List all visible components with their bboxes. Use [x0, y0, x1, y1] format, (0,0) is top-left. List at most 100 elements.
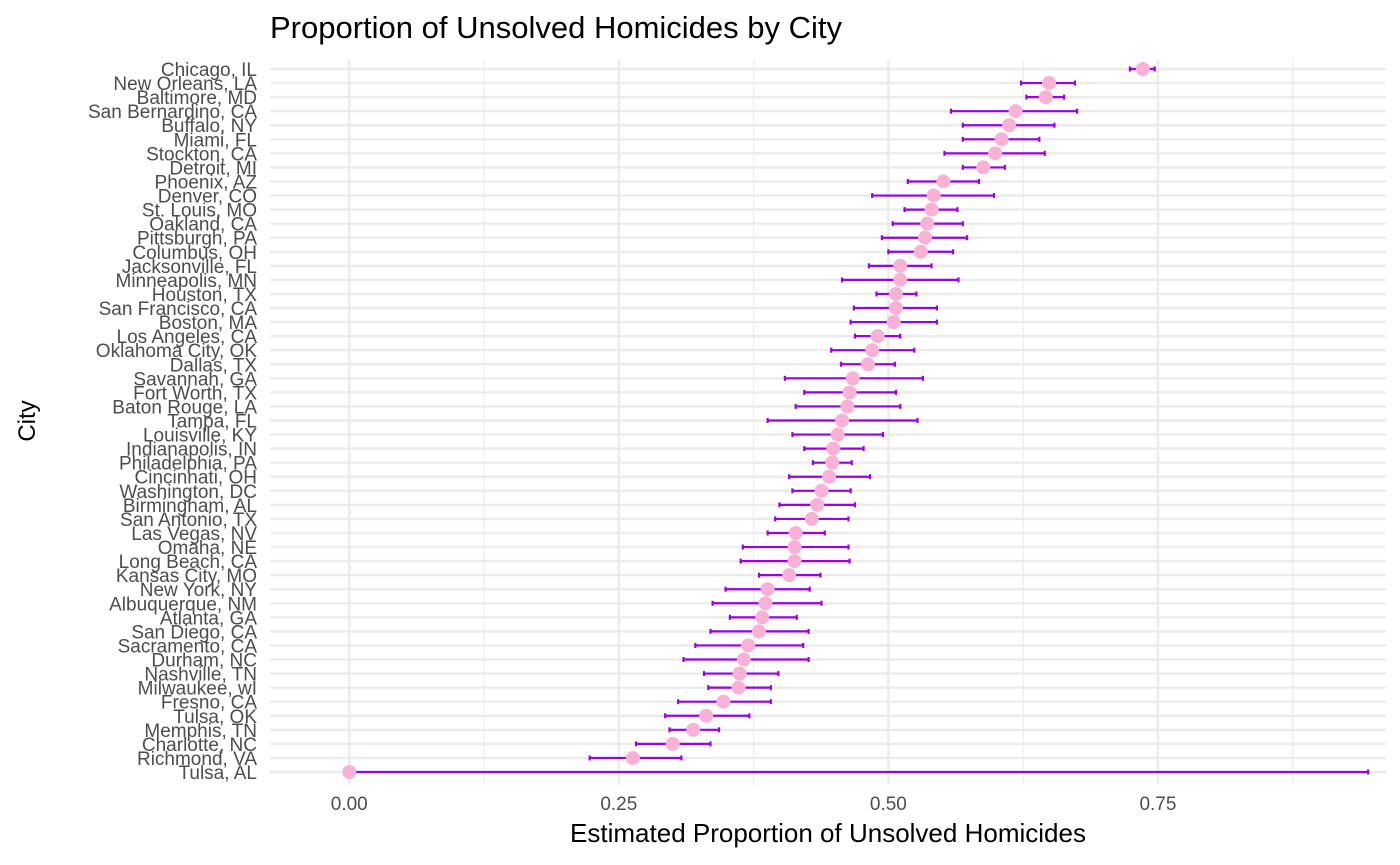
- y-tick-label: Buffalo, NY: [161, 116, 257, 137]
- y-tick-label: Dallas, TX: [170, 355, 258, 376]
- estimate-point: [760, 582, 775, 597]
- estimate-point: [782, 568, 797, 583]
- y-tick-label: Nashville, TN: [144, 665, 257, 686]
- estimate-point: [716, 694, 731, 709]
- y-tick-label: Miami, FL: [174, 130, 257, 151]
- estimate-point: [1008, 104, 1023, 119]
- y-tick-label: New Orleans, LA: [113, 74, 257, 95]
- y-tick-label: San Bernardino, CA: [88, 102, 257, 123]
- y-tick-label: Oklahoma City, OK: [96, 341, 258, 362]
- estimate-point: [665, 736, 680, 751]
- y-tick-label: Houston, TX: [152, 285, 258, 306]
- y-tick-label: Fort Worth, TX: [133, 383, 257, 404]
- estimate-point: [751, 624, 766, 639]
- y-tick-label: Tampa, FL: [167, 412, 257, 433]
- estimate-point: [1038, 90, 1053, 105]
- estimate-point: [842, 385, 857, 400]
- estimate-point: [835, 413, 850, 428]
- estimate-point: [1135, 62, 1150, 76]
- estimate-point: [888, 301, 903, 316]
- x-tick-label: 0.25: [600, 794, 637, 815]
- y-tick-label: Detroit, MI: [169, 158, 257, 179]
- y-tick-label: Omaha, NE: [158, 538, 257, 559]
- estimate-point: [865, 343, 880, 358]
- y-tick-label: San Francisco, CA: [99, 299, 258, 320]
- y-tick-label: Milwaukee, wI: [138, 679, 257, 700]
- estimate-point: [758, 596, 773, 611]
- estimate-point: [936, 174, 951, 189]
- y-tick-label: St. Louis, MO: [142, 201, 257, 222]
- x-axis-title-wrap: Estimated Proportion of Unsolved Homicid…: [0, 818, 1386, 849]
- y-tick-label: Charlotte, NC: [142, 735, 257, 756]
- x-tick-labels: 0.00 0.25 0.50 0.75: [331, 794, 1177, 815]
- estimate-point: [736, 652, 751, 667]
- estimate-point: [918, 230, 933, 245]
- y-tick-label: Kansas City, MO: [116, 566, 257, 587]
- estimate-point: [814, 483, 829, 498]
- estimate-point: [913, 244, 928, 259]
- y-tick-label: Columbus, OH: [132, 243, 257, 264]
- estimate-point: [886, 315, 901, 330]
- y-tick-label: Long Beach, CA: [119, 552, 258, 573]
- x-tick-label: 0.75: [1139, 794, 1176, 815]
- estimate-point: [699, 708, 714, 723]
- y-tick-label: Tulsa, AL: [178, 763, 257, 784]
- estimate-point: [810, 497, 825, 512]
- y-tick-label: Stockton, CA: [146, 144, 257, 165]
- y-tick-label: Denver, CO: [158, 187, 257, 208]
- estimate-point: [840, 399, 855, 414]
- grid: [270, 60, 1386, 785]
- y-tick-label: Baltimore, MD: [137, 88, 257, 109]
- y-tick-label: San Diego, CA: [131, 622, 257, 643]
- y-tick-label: Atlanta, GA: [160, 608, 257, 629]
- estimate-point: [342, 765, 357, 779]
- y-tick-label: Boston, MA: [159, 313, 258, 334]
- estimate-point: [787, 540, 802, 555]
- estimate-point: [788, 525, 803, 540]
- y-tick-label: Minneapolis, MN: [116, 271, 258, 292]
- estimate-point: [804, 511, 819, 526]
- y-tick-label: San Antonio, TX: [120, 510, 257, 531]
- y-tick-label: Savannah, GA: [133, 369, 257, 390]
- estimate-point: [870, 329, 885, 344]
- y-tick-label: Washington, DC: [119, 482, 257, 503]
- y-tick-label: Phoenix, AZ: [155, 172, 258, 193]
- x-axis-title: Estimated Proportion of Unsolved Homicid…: [570, 818, 1086, 848]
- chart-title: Proportion of Unsolved Homicides by City: [270, 10, 843, 45]
- estimate-point: [732, 666, 747, 681]
- y-tick-label: Indianapolis, IN: [126, 440, 257, 461]
- estimate-point: [625, 750, 640, 765]
- estimate-point: [888, 286, 903, 301]
- y-tick-label: Las Vegas, NV: [131, 524, 257, 545]
- y-tick-label: Birmingham, AL: [123, 496, 257, 517]
- estimate-point: [741, 638, 756, 653]
- y-tick-label: Fresno, CA: [161, 693, 257, 714]
- estimate-point: [845, 371, 860, 386]
- points: [342, 62, 1150, 779]
- y-tick-label: Durham, NC: [151, 651, 257, 672]
- y-tick-label: Cincinnati, OH: [135, 468, 258, 489]
- x-tick-label: 0.00: [331, 794, 368, 815]
- estimate-point: [860, 357, 875, 372]
- estimate-point: [830, 427, 845, 442]
- estimate-point: [755, 610, 770, 625]
- estimate-point: [893, 258, 908, 273]
- y-tick-label: Philadelphia, PA: [119, 454, 257, 475]
- x-tick-label: 0.50: [870, 794, 907, 815]
- y-tick-label: Memphis, TN: [144, 721, 257, 742]
- estimate-point: [1042, 76, 1057, 91]
- estimate-point: [893, 272, 908, 287]
- y-tick-label: Albuquerque, NM: [109, 594, 257, 615]
- y-tick-label: Jacksonville, FL: [122, 257, 257, 278]
- y-tick-label: Tulsa, OK: [173, 707, 257, 728]
- y-tick-label: Sacramento, CA: [118, 636, 258, 657]
- estimate-point: [825, 455, 840, 470]
- estimate-point: [731, 680, 746, 695]
- y-tick-label: Oakland, CA: [149, 215, 257, 236]
- estimate-point: [1002, 118, 1017, 133]
- estimate-point: [787, 554, 802, 569]
- estimate-point: [686, 722, 701, 737]
- y-tick-label: Richmond, VA: [137, 749, 257, 770]
